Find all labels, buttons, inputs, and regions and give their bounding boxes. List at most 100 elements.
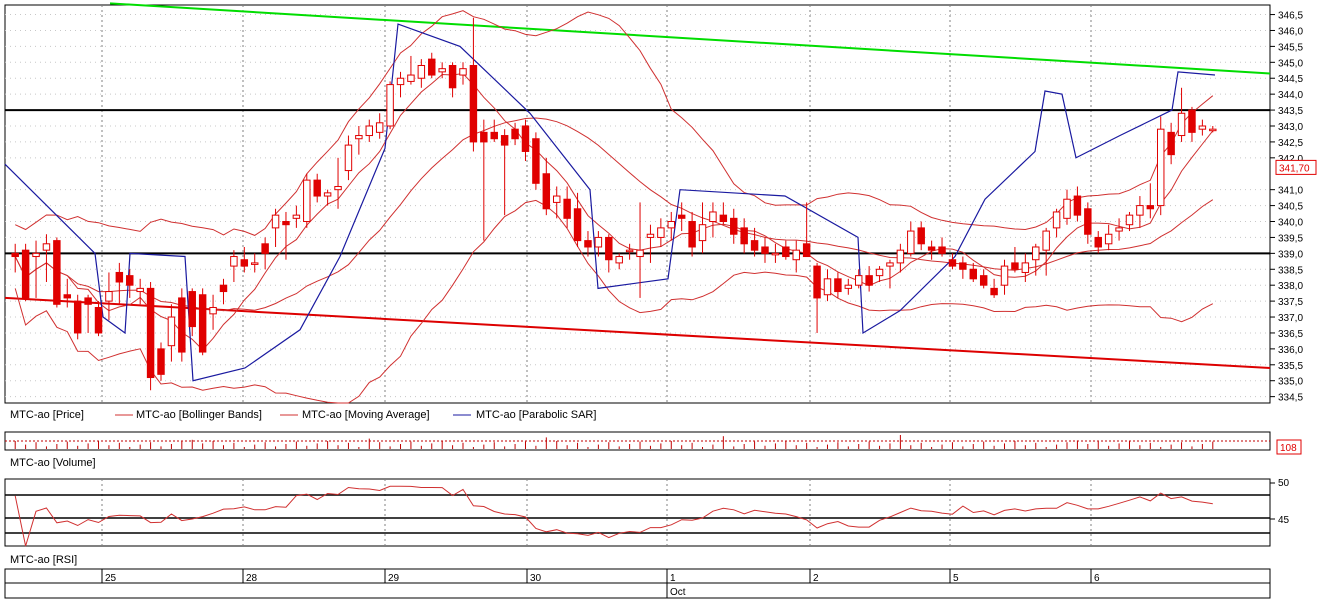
price-tick-label: 336,5 xyxy=(1278,329,1303,340)
candle xyxy=(1073,186,1082,222)
candle xyxy=(417,59,426,88)
price-tick-label: 343,0 xyxy=(1278,122,1303,133)
candle xyxy=(146,282,155,391)
x-tick-label: 28 xyxy=(246,573,258,584)
lower-band xyxy=(14,199,1214,404)
candle xyxy=(1094,231,1102,254)
candle xyxy=(1167,122,1175,165)
candle xyxy=(240,246,249,273)
candle xyxy=(792,240,800,273)
candle xyxy=(136,278,144,305)
price-tick-label: 345,0 xyxy=(1278,58,1303,69)
candle xyxy=(63,278,72,308)
price-tick-label: 339,0 xyxy=(1278,249,1303,260)
volume-value-box xyxy=(1276,439,1302,455)
candle xyxy=(1000,259,1009,295)
candle xyxy=(490,119,498,142)
candle xyxy=(688,211,696,257)
candle xyxy=(1209,125,1217,133)
candle xyxy=(802,202,811,258)
candle xyxy=(782,240,790,260)
price-tick-label: 340,0 xyxy=(1278,218,1303,229)
candle xyxy=(740,218,748,254)
candle xyxy=(115,262,124,305)
candle xyxy=(1042,227,1050,276)
candle xyxy=(250,253,259,273)
candle xyxy=(1198,119,1207,136)
candle xyxy=(11,243,19,273)
candle xyxy=(709,202,717,238)
candle xyxy=(886,259,894,289)
candle xyxy=(865,266,873,292)
candle xyxy=(1084,202,1092,244)
price-tick-label: 345,5 xyxy=(1278,42,1303,53)
candle xyxy=(1136,196,1144,228)
candle xyxy=(396,71,405,98)
price-tick-label: 339,5 xyxy=(1278,233,1303,244)
candle xyxy=(386,81,394,130)
candle xyxy=(719,202,728,225)
candle xyxy=(657,218,665,247)
candle xyxy=(761,237,769,263)
candle xyxy=(469,17,478,152)
candle xyxy=(677,202,686,232)
candle xyxy=(438,62,446,79)
legend-volume: MTC-ao [Volume] xyxy=(10,457,96,469)
legend-sar: MTC-ao [Parabolic SAR] xyxy=(476,409,596,421)
candle xyxy=(500,129,509,216)
candle xyxy=(1104,224,1113,251)
candle xyxy=(53,237,61,308)
candle xyxy=(875,266,884,283)
month-label: Oct xyxy=(670,587,686,598)
candle xyxy=(698,202,707,254)
x-tick-label: 5 xyxy=(953,573,959,584)
candle xyxy=(407,55,415,85)
sar-line xyxy=(4,23,1216,382)
candle xyxy=(750,227,759,257)
candle xyxy=(271,208,280,247)
price-tick-label: 340,5 xyxy=(1278,202,1303,213)
candle xyxy=(907,221,915,257)
candle xyxy=(105,272,113,321)
candle xyxy=(313,173,321,203)
candle xyxy=(126,269,134,298)
rsi-grid xyxy=(101,479,1092,546)
candle xyxy=(1032,243,1040,276)
price-tick-label: 343,5 xyxy=(1278,106,1303,117)
volume-value: 108 xyxy=(1280,443,1297,454)
x-tick-label: 2 xyxy=(813,573,819,584)
candle xyxy=(990,278,998,298)
price-tick-label: 346,0 xyxy=(1278,26,1303,37)
candle xyxy=(178,288,186,362)
candle xyxy=(730,208,738,244)
upper-trendline xyxy=(109,2,1271,75)
price-tick-label: 337,5 xyxy=(1278,297,1303,308)
x-tick-label: 30 xyxy=(530,573,542,584)
candle xyxy=(334,157,342,209)
price-tick-label: 337,0 xyxy=(1278,313,1303,324)
price-tick-label: 338,5 xyxy=(1278,265,1303,276)
candle xyxy=(969,262,978,283)
candle xyxy=(584,231,592,257)
candle xyxy=(813,262,821,333)
candle xyxy=(230,250,238,283)
candle xyxy=(959,256,967,279)
price-tick-label: 342,0 xyxy=(1278,154,1303,165)
candle xyxy=(188,288,196,337)
rsi-panel xyxy=(4,478,1271,547)
rsi-line xyxy=(14,485,1213,547)
candle xyxy=(73,294,82,340)
candle xyxy=(927,240,936,260)
candle xyxy=(198,288,207,356)
candle xyxy=(771,243,780,263)
candle xyxy=(480,119,488,241)
price-legend: MTC-ao [Price] MTC-ao [Bollinger Bands] … xyxy=(10,409,596,421)
candle xyxy=(594,231,603,257)
price-tick-label: 335,5 xyxy=(1278,361,1303,372)
candle xyxy=(605,234,613,273)
candle xyxy=(646,224,655,263)
price-tick-label: 344,5 xyxy=(1278,74,1303,85)
short-ma xyxy=(14,72,1214,351)
candle xyxy=(459,62,467,85)
